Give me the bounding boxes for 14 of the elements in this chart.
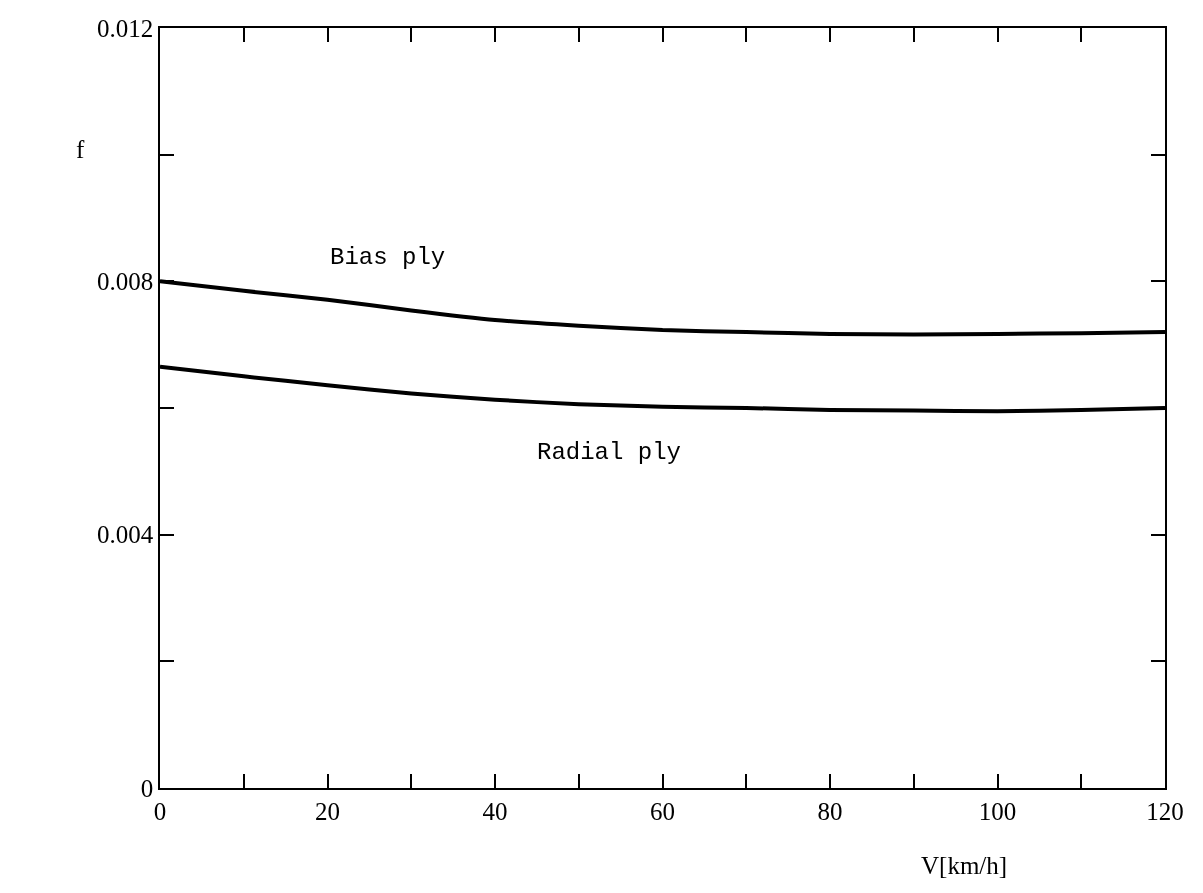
x-tick-label: 120 [1146, 797, 1184, 825]
y-tick-label: 0.012 [97, 14, 154, 42]
y-tick-label: 0 [140, 774, 154, 802]
y-tick-label: 0.004 [97, 521, 154, 549]
series-label: Radial ply [537, 439, 682, 466]
y-axis-title: f [76, 136, 85, 163]
x-tick-label: 80 [817, 797, 843, 825]
x-tick-label: 40 [482, 797, 508, 825]
x-tick-label: 20 [315, 797, 340, 825]
series-label: Bias ply [330, 244, 446, 271]
x-axis-title: V[km/h] [921, 852, 1008, 879]
x-tick-label: 60 [650, 797, 675, 825]
y-tick-label: 0.008 [97, 268, 154, 296]
x-tick-label: 100 [978, 797, 1017, 825]
